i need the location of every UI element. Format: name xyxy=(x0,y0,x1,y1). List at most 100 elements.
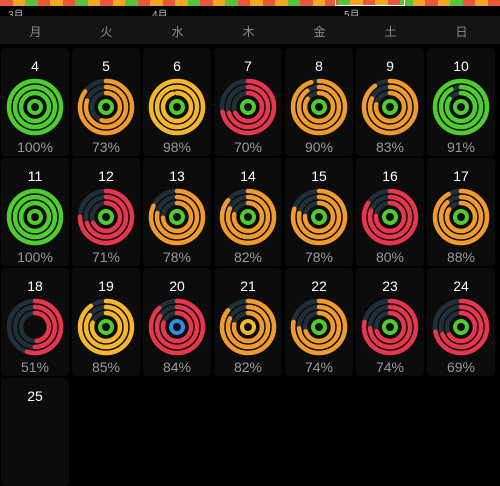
day-number: 24 xyxy=(427,278,495,294)
day-percentage: 98% xyxy=(143,139,211,155)
timeline-segment xyxy=(463,0,476,6)
activity-rings-icon xyxy=(6,188,64,246)
day-number: 14 xyxy=(214,168,282,184)
activity-rings-icon xyxy=(290,78,348,136)
day-cell[interactable]: 9 83% xyxy=(356,48,424,156)
activity-rings-icon xyxy=(77,188,135,246)
timeline-segment xyxy=(25,0,38,6)
timeline-segment xyxy=(263,0,276,6)
timeline-bar[interactable] xyxy=(0,0,500,6)
activity-rings-icon xyxy=(361,298,419,356)
day-number: 17 xyxy=(427,168,495,184)
timeline-segment xyxy=(275,0,288,6)
activity-rings-icon xyxy=(290,188,348,246)
timeline-segment xyxy=(313,0,326,6)
day-number: 22 xyxy=(285,278,353,294)
day-number: 6 xyxy=(143,58,211,74)
day-percentage: 88% xyxy=(427,249,495,265)
weekday-header: 月 火 水 木 金 土 日 xyxy=(0,16,500,44)
day-percentage: 85% xyxy=(72,359,140,375)
day-cell[interactable]: 17 88% xyxy=(427,158,495,266)
center-ring xyxy=(384,211,396,223)
activity-rings-icon xyxy=(219,188,277,246)
activity-rings-icon xyxy=(432,188,490,246)
timeline-segment xyxy=(238,0,251,6)
timeline-segment xyxy=(88,0,101,6)
ring-progress xyxy=(305,93,333,121)
day-cell[interactable]: 7 70% xyxy=(214,48,282,156)
weekday-mon: 月 xyxy=(0,23,71,40)
day-number: 25 xyxy=(1,388,69,404)
day-number: 19 xyxy=(72,278,140,294)
day-percentage: 83% xyxy=(356,139,424,155)
weekday-tue: 火 xyxy=(71,23,142,40)
day-percentage: 78% xyxy=(143,249,211,265)
day-number: 4 xyxy=(1,58,69,74)
activity-rings-icon xyxy=(219,298,277,356)
day-number: 13 xyxy=(143,168,211,184)
timeline-segment xyxy=(475,0,488,6)
day-number: 11 xyxy=(1,168,69,184)
day-number: 9 xyxy=(356,58,424,74)
timeline-segment xyxy=(225,0,238,6)
timeline-segment xyxy=(288,0,301,6)
day-percentage: 74% xyxy=(285,359,353,375)
activity-rings-icon xyxy=(148,78,206,136)
day-percentage: 78% xyxy=(285,249,353,265)
day-cell[interactable]: 4 100% xyxy=(1,48,69,156)
weekday-sun: 日 xyxy=(426,23,497,40)
timeline-segment xyxy=(450,0,463,6)
day-cell[interactable]: 25 xyxy=(1,378,69,486)
activity-rings-icon xyxy=(77,78,135,136)
center-ring xyxy=(171,101,183,113)
day-cell[interactable]: 5 73% xyxy=(72,48,140,156)
day-percentage: 100% xyxy=(1,139,69,155)
day-number: 7 xyxy=(214,58,282,74)
center-ring xyxy=(29,211,41,223)
day-cell[interactable]: 12 71% xyxy=(72,158,140,266)
center-ring xyxy=(100,211,112,223)
day-cell[interactable]: 24 69% xyxy=(427,268,495,376)
day-cell[interactable]: 6 98% xyxy=(143,48,211,156)
day-cell[interactable]: 19 85% xyxy=(72,268,140,376)
day-number: 15 xyxy=(285,168,353,184)
day-number: 18 xyxy=(1,278,69,294)
day-cell[interactable]: 15 78% xyxy=(285,158,353,266)
timeline-segment xyxy=(188,0,201,6)
center-ring xyxy=(171,211,183,223)
center-ring xyxy=(242,101,254,113)
day-number: 20 xyxy=(143,278,211,294)
day-number: 5 xyxy=(72,58,140,74)
day-number: 12 xyxy=(72,168,140,184)
center-ring xyxy=(455,101,467,113)
activity-rings-icon xyxy=(432,298,490,356)
activity-rings-icon xyxy=(432,78,490,136)
timeline-segment xyxy=(138,0,151,6)
ring-progress xyxy=(21,203,49,231)
activity-rings-icon xyxy=(6,298,64,356)
day-cell[interactable]: 13 78% xyxy=(143,158,211,266)
day-percentage: 90% xyxy=(285,139,353,155)
day-number: 21 xyxy=(214,278,282,294)
timeline-segment xyxy=(200,0,213,6)
day-percentage: 71% xyxy=(72,249,140,265)
day-number: 16 xyxy=(356,168,424,184)
day-percentage: 70% xyxy=(214,139,282,155)
day-cell[interactable]: 22 74% xyxy=(285,268,353,376)
day-number: 23 xyxy=(356,278,424,294)
day-number: 10 xyxy=(427,58,495,74)
timeline-segment xyxy=(175,0,188,6)
day-percentage: 69% xyxy=(427,359,495,375)
center-ring xyxy=(242,211,254,223)
center-ring xyxy=(455,321,467,333)
day-percentage: 73% xyxy=(72,139,140,155)
